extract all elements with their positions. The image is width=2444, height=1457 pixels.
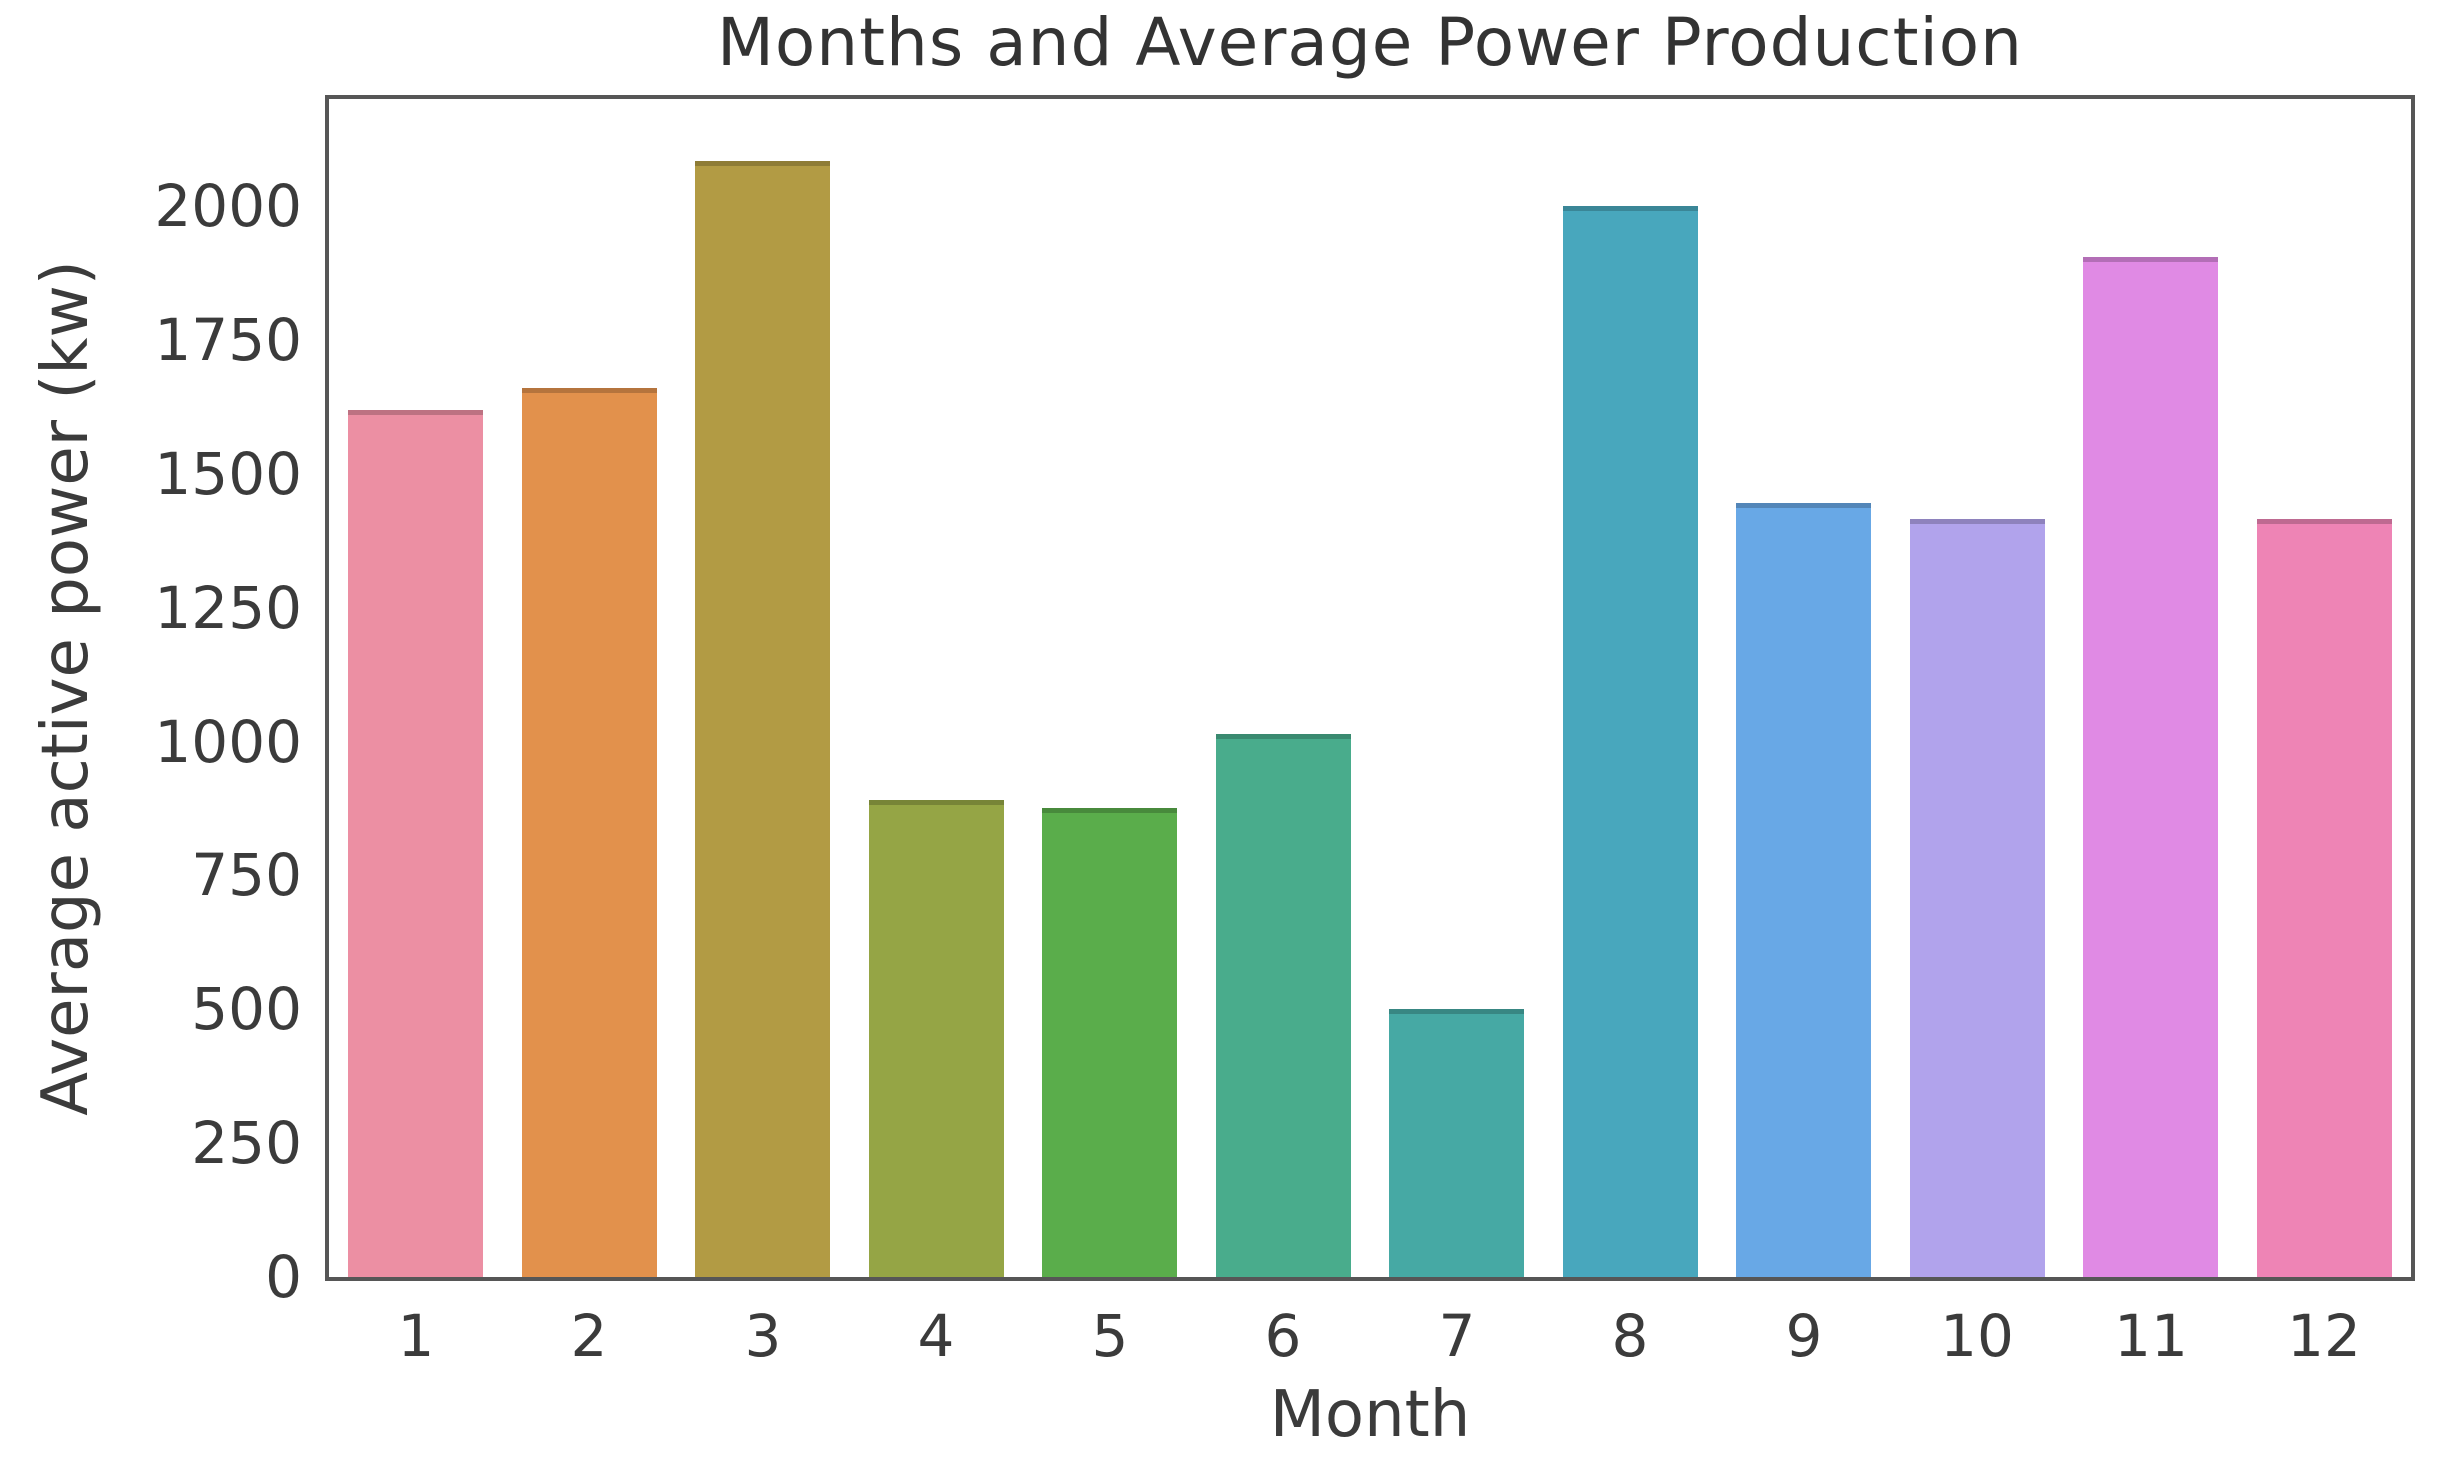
y-tick-label-1500: 1500	[154, 440, 302, 508]
bar-month-12	[2257, 519, 2392, 1277]
chart-title: Months and Average Power Production	[716, 4, 2024, 81]
bar-month-1	[348, 410, 483, 1277]
bar-month-9	[1736, 503, 1871, 1277]
bar-month-10	[1910, 519, 2045, 1277]
bar-month-3	[695, 161, 830, 1277]
y-tick-label-1000: 1000	[154, 708, 302, 776]
x-tick-label-9: 9	[1785, 1302, 1823, 1370]
y-tick-label-1250: 1250	[154, 574, 302, 642]
y-tick-label-0: 0	[265, 1243, 302, 1311]
x-tick-label-11: 11	[2114, 1302, 2188, 1370]
x-tick-label-2: 2	[570, 1302, 608, 1370]
x-tick-label-1: 1	[397, 1302, 435, 1370]
bar-month-2	[522, 388, 657, 1277]
bar-month-11	[2083, 257, 2218, 1277]
bar-month-6	[1216, 734, 1351, 1277]
bar-month-7	[1389, 1009, 1524, 1277]
x-tick-label-4: 4	[917, 1302, 955, 1370]
y-tick-label-1750: 1750	[154, 306, 302, 374]
x-tick-label-6: 6	[1264, 1302, 1302, 1370]
x-tick-label-12: 12	[2287, 1302, 2361, 1370]
bar-month-4	[869, 800, 1004, 1277]
plot-area	[325, 95, 2415, 1281]
x-tick-label-5: 5	[1091, 1302, 1129, 1370]
y-tick-label-750: 750	[191, 841, 302, 909]
y-tick-label-250: 250	[191, 1109, 302, 1177]
bars-container	[329, 99, 2411, 1277]
x-tick-label-8: 8	[1611, 1302, 1649, 1370]
y-tick-label-500: 500	[191, 975, 302, 1043]
x-tick-label-3: 3	[744, 1302, 782, 1370]
x-tick-label-7: 7	[1438, 1302, 1476, 1370]
y-tick-label-2000: 2000	[154, 172, 302, 240]
bar-month-8	[1563, 206, 1698, 1277]
bar-month-5	[1042, 808, 1177, 1277]
x-axis-label: Month	[1269, 1378, 1471, 1452]
x-tick-label-10: 10	[1940, 1302, 2014, 1370]
